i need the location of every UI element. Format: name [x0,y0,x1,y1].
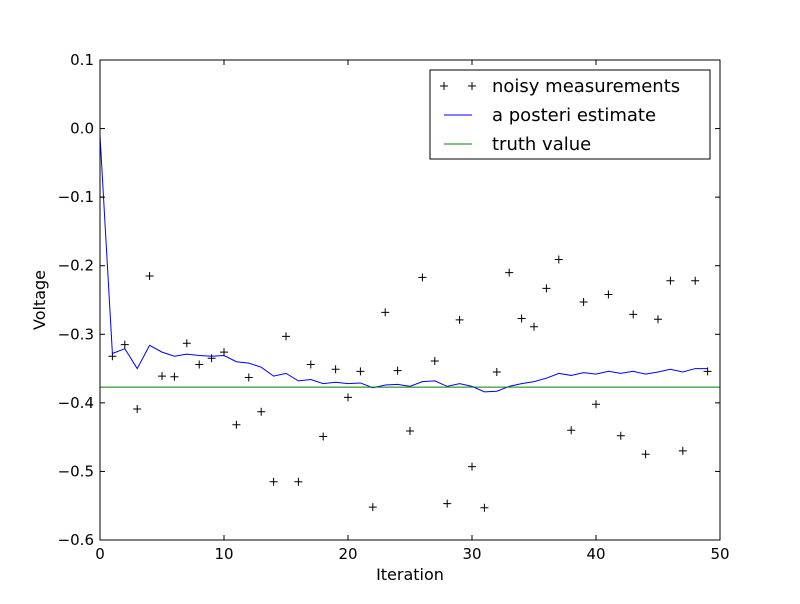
data-point [430,357,439,366]
y-axis-label: Voltage [30,270,49,330]
legend-entry-a-posteri-estimate: a posteri estimate [444,105,656,126]
legend: noisy measurements a posteri estimate trut… [429,69,711,160]
y-tick-label: −0.3 [58,325,94,343]
x-axis-label: Iteration [376,565,444,584]
data-point [406,426,414,435]
data-point [331,365,340,374]
y-tick-label: 0.1 [70,51,94,69]
data-point [182,339,191,348]
data-point [616,431,625,440]
plot-frame [99,59,721,541]
y-tick-label: 0.0 [70,120,94,138]
data-point [158,372,166,381]
data-point [666,276,675,285]
data-point [554,255,563,264]
series-line-a-posteri-estimate [100,135,708,393]
data-point [319,432,328,441]
data-point [282,332,290,341]
y-tick-label: −0.4 [58,394,94,412]
data-point [517,314,526,323]
legend-label: noisy measurements [492,76,680,97]
data-point [468,462,476,471]
data-point [579,298,588,307]
ticks-layer: 0 10 20 30 40 50 −0.6 −0.5 −0.4 −0.3 −0.2 −0.1 0.0 0.… [58,51,730,563]
data-point [492,368,501,376]
data-point [542,284,551,293]
data-point [592,400,600,409]
data-point [567,426,576,435]
data-point [356,367,365,376]
data-point [418,273,427,282]
data-point [257,407,266,416]
y-tick-label: −0.1 [58,188,94,206]
data-point [480,503,489,512]
data-point [232,420,241,429]
legend-label: a posteri estimate [492,105,656,126]
data-point [604,290,613,299]
data-point [654,315,662,324]
data-point [207,354,216,363]
data-point [381,308,390,317]
data-point [393,366,402,375]
x-tick-label: 40 [586,545,605,563]
data-point [306,360,315,369]
legend-marker [468,82,476,90]
y-tick-label: −0.2 [58,257,94,275]
x-tick-label: 0 [95,545,105,563]
legend-entry-noisy-measurements: noisy measurements [440,76,680,97]
data-point [344,393,352,402]
legend-entry-truth-value: truth value [444,134,591,155]
x-tick-label: 50 [710,545,729,563]
legend-marker [440,82,448,90]
legend-label: truth value [492,134,591,155]
data-point [170,372,179,381]
data-point [678,446,687,455]
data-point [220,348,228,357]
data-point [195,360,204,369]
x-tick-label: 20 [338,545,357,563]
legend-box [429,69,711,160]
data-point [133,405,142,414]
y-tick-label: −0.6 [58,531,94,549]
data-point [530,322,538,331]
data-point [505,268,514,277]
scatter-markers [100,193,712,512]
data-point [145,272,154,280]
data-point [443,499,452,508]
data-point [244,373,253,382]
series-layer [100,135,720,512]
data-point [269,477,278,486]
data-point [294,477,303,486]
x-tick-label: 10 [214,545,233,563]
data-point [691,276,700,285]
y-tick-label: −0.5 [58,462,94,480]
x-tick-label: 30 [462,545,481,563]
data-point [629,310,638,319]
data-point [368,503,377,512]
data-point [641,450,650,459]
data-point [120,340,129,349]
data-point [455,315,464,324]
